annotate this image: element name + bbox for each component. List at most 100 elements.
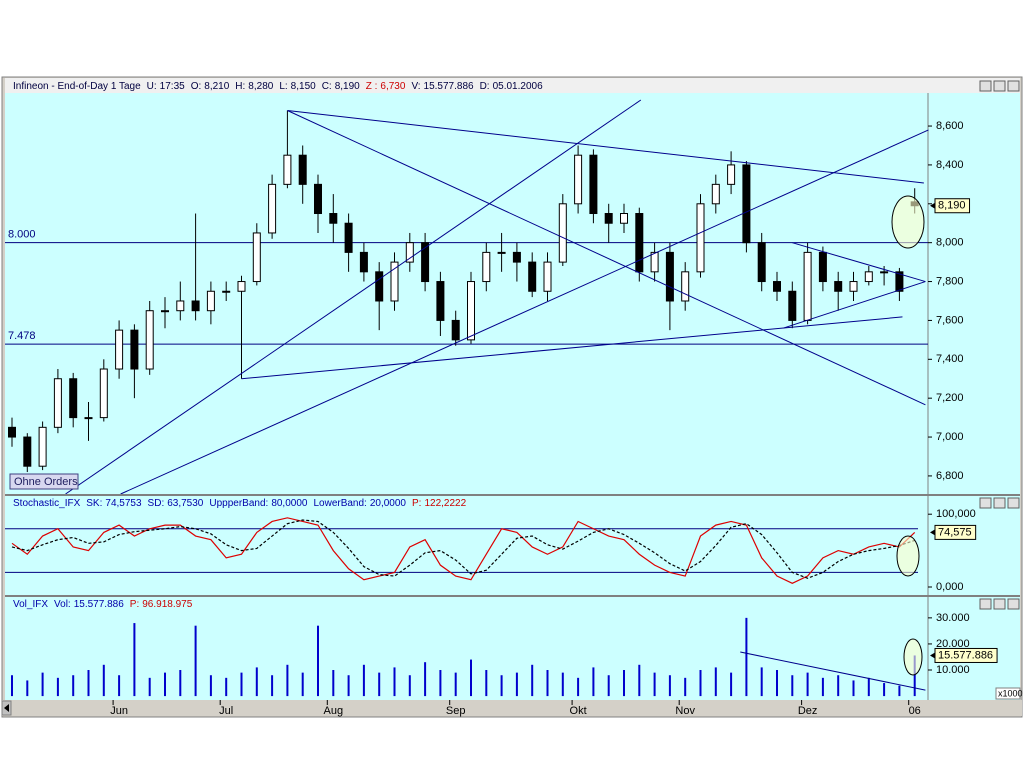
panel: 0,000 100,000 74,575 Stochastic_IFX SK: 74,57… [5, 494, 1020, 595]
y-tick-label: 10.000 [936, 664, 970, 676]
header-field-label: Vol: [54, 599, 71, 610]
volume-bar [56, 677, 59, 697]
unit-box [995, 687, 1021, 700]
header-field-value: 8,210 [204, 81, 229, 92]
window-button[interactable] [1007, 598, 1020, 610]
trend-line [287, 110, 926, 406]
last-value-pointer [930, 652, 935, 659]
plot-area [5, 597, 928, 700]
window-button[interactable] [993, 598, 1006, 610]
header-field-label: L: [279, 81, 287, 92]
header-title: Stochastic_IFX [13, 498, 81, 509]
candle-body [237, 281, 246, 292]
volume-bar [255, 667, 258, 697]
volume-bar [531, 664, 534, 697]
window-button[interactable] [993, 497, 1006, 509]
volume-bar [424, 662, 427, 697]
candle-body [528, 261, 537, 292]
window-button[interactable] [1007, 497, 1020, 509]
plot-area [5, 496, 928, 595]
candle-body [390, 261, 399, 302]
candle-body [849, 281, 858, 292]
last-value-box [934, 647, 998, 663]
candle-body [834, 281, 843, 292]
x-tick-label: Nov [675, 705, 695, 717]
header-field-label: V: [411, 81, 420, 92]
candle-body [864, 271, 873, 283]
candle-body [788, 290, 797, 321]
y-tick-label: 7,600 [936, 314, 964, 326]
header-field-label: P: [130, 599, 139, 610]
header-field-label: O: [191, 81, 202, 92]
last-value-label: 74,575 [938, 526, 972, 538]
volume-bar [898, 685, 901, 697]
volume-bar [776, 670, 778, 697]
y-tick-label: 8,600 [936, 120, 964, 132]
volume-bar [26, 680, 29, 697]
volume-bar [41, 672, 44, 697]
volume-bar [148, 677, 151, 697]
orders-button-label: Ohne Orders [14, 476, 78, 488]
trend-line [740, 651, 926, 691]
orders-button[interactable] [9, 473, 79, 490]
horizontal-line-label: 7.478 [8, 330, 36, 342]
candle-body [421, 242, 430, 283]
candle-body [757, 242, 766, 283]
volume-bar [164, 672, 166, 697]
candle-body [283, 154, 292, 185]
candle-body [298, 154, 307, 185]
candle-body [818, 251, 827, 283]
volume-bar [883, 683, 886, 697]
candle-body [359, 251, 368, 273]
date-axis [2, 700, 1022, 716]
window-button[interactable] [979, 598, 992, 610]
volume-bar [301, 672, 304, 697]
last-value-label: 8,190 [938, 200, 966, 212]
window-button[interactable] [1007, 80, 1020, 92]
candle-body [222, 290, 231, 293]
volume-bar [577, 677, 580, 697]
x-tick-label: 06 [909, 705, 921, 717]
indicator-line [11, 517, 916, 585]
y-tick-label: 30.000 [936, 612, 970, 624]
candle-body [681, 271, 690, 302]
candle-body [665, 251, 674, 302]
volume-bar [439, 670, 442, 697]
y-tick-label: 6,800 [936, 470, 964, 482]
volume-bar [745, 617, 748, 697]
trend-line [792, 242, 926, 283]
candle-body [130, 329, 139, 370]
volume-bar [821, 677, 824, 697]
candle-body [344, 222, 353, 253]
header-field-value: 20,0000 [370, 498, 407, 509]
candle-body [161, 310, 169, 313]
header-field-value: 6,730 [380, 81, 405, 92]
window-button[interactable] [979, 497, 992, 509]
header-field-value: 96.918.975 [142, 599, 192, 610]
window-button[interactable] [993, 80, 1006, 92]
volume-bar [470, 659, 472, 697]
candle-body [558, 203, 567, 263]
volume-bar [286, 664, 289, 697]
trend-line [120, 129, 929, 495]
volume-bar [852, 680, 855, 697]
panel-header: Vol_IFX Vol: 15.577.886 P: 96.918.975 [13, 599, 193, 610]
candle-body [711, 183, 720, 205]
y-tick-label: 8,400 [936, 159, 964, 171]
candle-body [314, 183, 322, 215]
candle-body [742, 164, 751, 244]
volume-bar [500, 675, 503, 697]
header-field-label: P: [412, 498, 421, 509]
x-tick-label: Aug [324, 705, 344, 717]
candle-body [145, 310, 154, 370]
header-field-value: 15.577.886 [424, 81, 474, 92]
last-value-pointer [930, 202, 935, 209]
window-button[interactable] [979, 80, 992, 92]
panel-header: Infineon - End-of-Day 1 Tage U: 17:35 O: 8,2… [13, 81, 543, 92]
candle-body [482, 251, 491, 283]
header-field-label: SD: [148, 498, 165, 509]
candle-body [635, 213, 644, 273]
header-field-label: LowerBand: [313, 498, 366, 509]
y-tick-label: 7,400 [936, 353, 964, 365]
volume-bar [393, 667, 396, 697]
